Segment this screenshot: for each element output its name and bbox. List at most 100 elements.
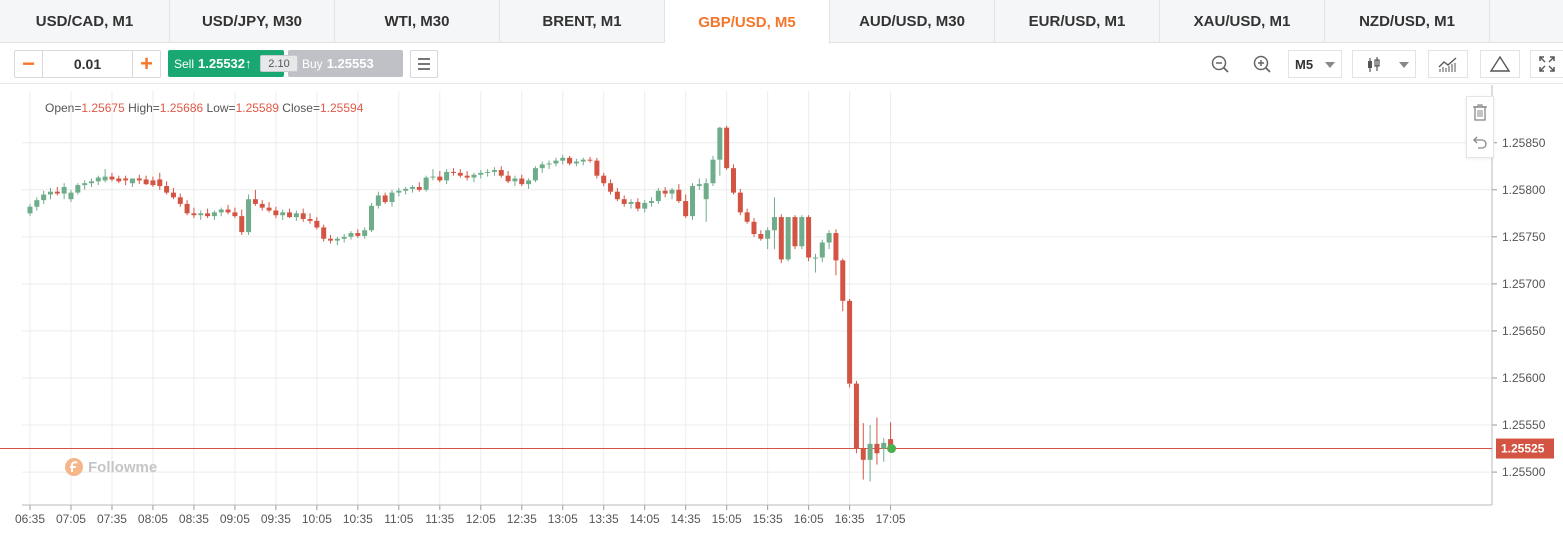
drawing-side-tools [1466, 96, 1494, 158]
candle-body [505, 175, 511, 182]
drawing-triangle-icon [1489, 55, 1511, 72]
candlestick-icon [1368, 57, 1380, 72]
tab-gbp-usd-m5[interactable]: GBP/USD, M5 [665, 0, 830, 44]
candle-body [307, 218, 313, 221]
candle-body [580, 159, 586, 162]
candlestick-chart[interactable]: 1.25850 1.25800 1.25750 1.25700 1.25650 1.256… [0, 85, 1563, 534]
fullscreen-button[interactable] [1530, 50, 1563, 78]
candle-body [560, 157, 566, 161]
x-tick-label: 09:35 [261, 512, 291, 526]
candle-body [389, 192, 395, 203]
candle-body [450, 171, 456, 173]
tab-usd-jpy-m30[interactable]: USD/JPY, M30 [170, 0, 335, 43]
candle-body [628, 202, 634, 204]
ohlc-readout: Open=1.25675 High=1.25686 Low=1.25589 Cl… [45, 101, 363, 115]
candle-body [683, 201, 689, 217]
candle-body [54, 191, 60, 194]
chart-type-select[interactable] [1352, 50, 1416, 78]
candle-body [546, 163, 552, 165]
current-price-label: 1.25525 [1501, 442, 1545, 456]
candle-body [860, 448, 866, 460]
indicators-button[interactable] [1428, 50, 1468, 78]
candle-body [669, 189, 675, 194]
x-tick-label: 12:35 [507, 512, 537, 526]
buy-button[interactable]: Buy 1.25553 [288, 50, 403, 77]
candle-body [765, 230, 771, 239]
candle-body [321, 227, 327, 239]
candle-body [601, 175, 607, 184]
candle-body [341, 236, 347, 239]
candle-body [874, 443, 880, 454]
candle-body [150, 180, 156, 186]
symbol-tabs: USD/CAD, M1 USD/JPY, M30 WTI, M30 BRENT, M1… [0, 0, 1563, 44]
candle-body [812, 257, 818, 259]
candle-body [34, 200, 40, 207]
candle-body [293, 213, 299, 218]
tab-usd-cad-m1[interactable]: USD/CAD, M1 [0, 0, 170, 43]
zoom-out-icon [1211, 55, 1229, 73]
candle-body [177, 197, 183, 204]
lot-decrease-button[interactable]: − [15, 51, 43, 77]
candle-body [526, 180, 532, 185]
tab-xau-usd-m1[interactable]: XAU/USD, M1 [1160, 0, 1325, 43]
candle-body [635, 202, 641, 209]
candle-body [778, 217, 784, 260]
delete-drawings-button[interactable] [1467, 97, 1493, 127]
candle-body [362, 230, 368, 236]
candle-body [218, 209, 224, 213]
x-tick-label: 10:05 [302, 512, 332, 526]
tab-brent-m1[interactable]: BRENT, M1 [500, 0, 665, 43]
zoom-out-button[interactable] [1208, 50, 1232, 78]
timeframe-value: M5 [1295, 56, 1314, 72]
candle-body [287, 212, 293, 218]
candle-body [409, 186, 415, 189]
menu-icon [418, 58, 430, 60]
low-value: 1.25589 [235, 101, 279, 115]
x-tick-label: 14:05 [630, 512, 660, 526]
order-menu-button[interactable] [410, 50, 438, 78]
x-tick-label: 13:35 [589, 512, 619, 526]
undo-button[interactable] [1467, 127, 1493, 157]
zoom-in-button[interactable] [1250, 50, 1274, 78]
candle-body [758, 234, 764, 239]
open-value: 1.25675 [81, 101, 125, 115]
candle-body [143, 179, 149, 185]
followme-watermark: Followme [64, 457, 157, 477]
candle-body [649, 201, 655, 203]
candle-body [280, 212, 286, 216]
tab-wti-m30[interactable]: WTI, M30 [335, 0, 500, 43]
candle-body [382, 195, 388, 203]
candle-body [266, 207, 272, 211]
candle-body [82, 183, 88, 186]
x-tick-label: 10:35 [343, 512, 373, 526]
candle-body [423, 177, 429, 190]
tab-eur-usd-m1[interactable]: EUR/USD, M1 [995, 0, 1160, 43]
candle-body [95, 177, 101, 182]
x-tick-label: 09:05 [220, 512, 250, 526]
x-tick-label: 06:35 [15, 512, 45, 526]
tab-nzd-usd-m1[interactable]: NZD/USD, M1 [1325, 0, 1490, 43]
candle-body [464, 175, 470, 178]
lot-increase-button[interactable]: + [132, 51, 160, 77]
candle-body [102, 176, 108, 181]
x-tick-label: 17:05 [876, 512, 906, 526]
candle-body [724, 127, 730, 169]
candle-body [690, 186, 696, 217]
candle-body [621, 199, 627, 204]
drawing-tools-button[interactable] [1480, 50, 1520, 78]
high-label: High= [128, 101, 160, 115]
x-tick-label: 13:05 [548, 512, 578, 526]
candle-body [717, 127, 723, 160]
candle-body [396, 190, 402, 193]
timeframe-select[interactable]: M5 [1288, 50, 1342, 78]
candle-body [47, 191, 53, 195]
chevron-down-icon [1325, 62, 1335, 68]
candle-body [88, 181, 94, 184]
candle-body [457, 172, 463, 176]
candle-body [498, 170, 504, 176]
lot-size-input[interactable]: 0.01 [73, 56, 102, 72]
candle-body [430, 176, 436, 178]
tab-aud-usd-m30[interactable]: AUD/USD, M30 [830, 0, 995, 43]
candle-body [614, 191, 620, 200]
x-tick-label: 16:35 [835, 512, 865, 526]
